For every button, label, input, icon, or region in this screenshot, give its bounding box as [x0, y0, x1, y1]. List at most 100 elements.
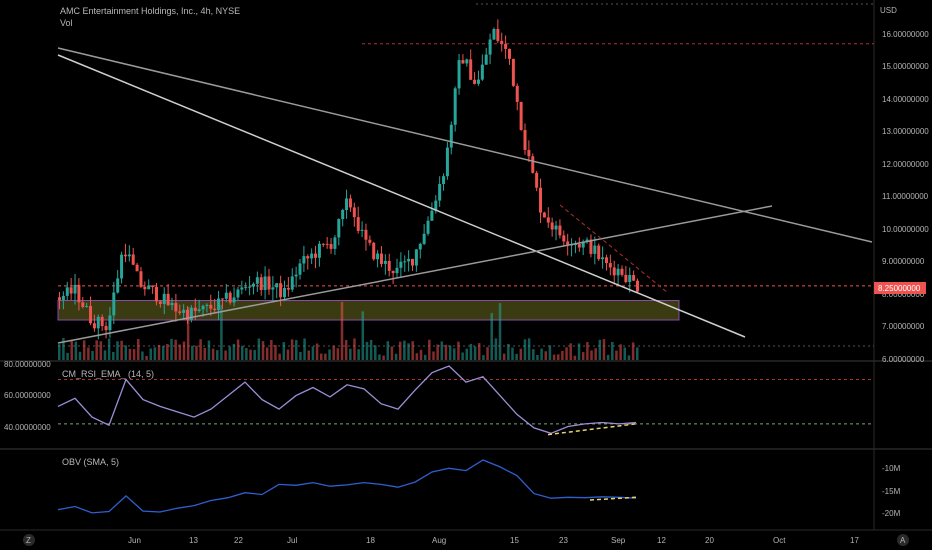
- candle-body: [418, 243, 422, 250]
- candle-body: [601, 257, 605, 260]
- time-tick: 13: [189, 536, 198, 545]
- candle-body: [554, 225, 558, 230]
- volume-bar: [132, 349, 136, 360]
- candle-body: [632, 275, 636, 281]
- volume-bar: [236, 339, 240, 360]
- volume-bar: [444, 344, 448, 360]
- candle-body: [360, 229, 364, 231]
- volume-bar: [602, 339, 606, 360]
- volume-bar: [249, 349, 252, 360]
- candle-body: [329, 244, 333, 249]
- candle-body: [112, 292, 116, 316]
- candle-body: [562, 235, 566, 242]
- candle-body: [131, 254, 135, 265]
- candle-body: [100, 316, 104, 327]
- volume-bar: [411, 341, 414, 360]
- volume-bar: [419, 349, 423, 360]
- candle-body: [449, 124, 453, 148]
- candle-body: [193, 307, 197, 312]
- candle-body: [120, 254, 124, 279]
- volume-bar: [128, 348, 132, 360]
- volume-bar: [336, 348, 340, 360]
- price-tick: 9.00000000: [882, 257, 925, 266]
- volume-bar: [186, 306, 190, 360]
- volume-bar: [548, 345, 552, 360]
- candle-body: [310, 253, 314, 259]
- time-axis[interactable]: Jun 13 22 Jul 18 Aug 15 23 Sep 12 20 Oct…: [128, 536, 859, 545]
- time-tick: 23: [559, 536, 568, 545]
- candle-body: [620, 268, 624, 275]
- volume-bar: [178, 344, 182, 360]
- candle-body: [585, 239, 589, 242]
- candle-body: [333, 237, 337, 249]
- volume-bar: [240, 345, 244, 360]
- candle-body: [135, 264, 139, 272]
- candle-body: [306, 256, 310, 259]
- price-tick: 15.00000000: [882, 62, 929, 71]
- candle-body: [345, 198, 349, 210]
- price-axis[interactable]: 16.00000000 15.00000000 14.00000000 13.0…: [874, 30, 929, 364]
- volume-bar: [598, 339, 602, 360]
- candle-body: [244, 287, 248, 289]
- obv-axis[interactable]: -10M -15M -20M: [882, 464, 901, 518]
- candle-body: [224, 292, 228, 299]
- candle-body: [255, 277, 259, 284]
- trendline-support: [57, 205, 773, 344]
- candle-body: [387, 260, 391, 271]
- candle-body: [220, 298, 224, 300]
- volume-bar: [590, 350, 593, 360]
- volume-bar: [482, 355, 485, 360]
- candle-body: [213, 308, 217, 311]
- candle-body: [372, 242, 376, 260]
- rsi-axis[interactable]: 80.00000000 60.00000000 40.00000000: [4, 360, 51, 432]
- volume-bar: [527, 338, 531, 360]
- candle-body: [65, 287, 69, 296]
- rsi-tick: 40.00000000: [4, 423, 51, 432]
- volume-bar: [107, 338, 111, 360]
- candle-body: [519, 101, 523, 131]
- candle-body: [356, 217, 360, 231]
- volume-bar: [615, 350, 618, 360]
- log-scale-toggle[interactable]: Z: [23, 534, 35, 546]
- candle-body: [492, 28, 496, 40]
- obv-divergence-line: [589, 496, 637, 501]
- time-tick: Sep: [611, 536, 626, 545]
- candle-body: [527, 149, 531, 157]
- volume-bar: [324, 353, 327, 360]
- candle-body: [453, 88, 457, 125]
- candle-body: [139, 271, 143, 287]
- candle-body: [500, 40, 504, 44]
- volume-bar: [153, 347, 157, 360]
- candle-body: [407, 258, 411, 262]
- candle-body: [341, 209, 345, 220]
- volume-bar: [295, 340, 298, 360]
- volume-bar: [99, 341, 103, 360]
- candle-body: [85, 305, 89, 307]
- auto-scale-toggle[interactable]: A: [897, 534, 909, 546]
- volume-bar: [569, 343, 572, 360]
- candle-body: [123, 254, 127, 257]
- price-pane[interactable]: [57, 3, 874, 360]
- volume-bar: [203, 347, 207, 360]
- volume-bar: [606, 354, 610, 360]
- volume-bar: [195, 345, 198, 360]
- candle-body: [189, 307, 193, 321]
- volume-bar: [552, 354, 556, 360]
- obv-tick: -20M: [882, 509, 901, 518]
- volume-bar: [403, 340, 406, 360]
- rsi-pane[interactable]: [57, 365, 874, 436]
- current-price-tag: [874, 282, 926, 294]
- volume-bar: [457, 341, 460, 360]
- obv-pane[interactable]: [57, 459, 637, 514]
- volume-bar: [290, 339, 294, 360]
- volume-bar: [87, 347, 90, 360]
- time-tick: Aug: [432, 536, 446, 545]
- candle-body: [376, 253, 380, 260]
- candle-body: [628, 275, 632, 283]
- candle-body: [368, 239, 372, 243]
- volume-bar: [561, 350, 564, 360]
- candle-body: [186, 309, 190, 321]
- volume-bar: [70, 341, 73, 360]
